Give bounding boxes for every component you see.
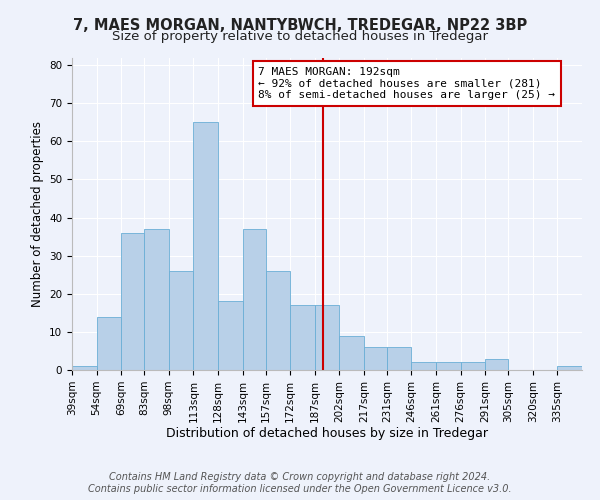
Bar (218, 302, 242, 370)
Bar (315, 305, 339, 370)
Bar (193, 122, 218, 370)
Bar (72, 366, 97, 370)
Text: Contains HM Land Registry data © Crown copyright and database right 2024.
Contai: Contains HM Land Registry data © Crown c… (88, 472, 512, 494)
Bar (266, 271, 290, 370)
Text: 7, MAES MORGAN, NANTYBWCH, TREDEGAR, NP22 3BP: 7, MAES MORGAN, NANTYBWCH, TREDEGAR, NP2… (73, 18, 527, 32)
Bar (290, 305, 315, 370)
Text: Size of property relative to detached houses in Tredegar: Size of property relative to detached ho… (112, 30, 488, 43)
Bar (436, 362, 461, 370)
Bar (169, 271, 193, 370)
Bar (412, 362, 436, 370)
Bar (485, 358, 508, 370)
Text: 7 MAES MORGAN: 192sqm
← 92% of detached houses are smaller (281)
8% of semi-deta: 7 MAES MORGAN: 192sqm ← 92% of detached … (258, 67, 555, 100)
Bar (97, 316, 121, 370)
Bar (121, 233, 144, 370)
Bar (144, 229, 169, 370)
Bar (339, 336, 364, 370)
Bar (387, 347, 412, 370)
Y-axis label: Number of detached properties: Number of detached properties (31, 120, 44, 306)
Bar (461, 362, 485, 370)
X-axis label: Distribution of detached houses by size in Tredegar: Distribution of detached houses by size … (166, 428, 488, 440)
Bar (242, 229, 266, 370)
Bar (557, 366, 582, 370)
Bar (364, 347, 387, 370)
